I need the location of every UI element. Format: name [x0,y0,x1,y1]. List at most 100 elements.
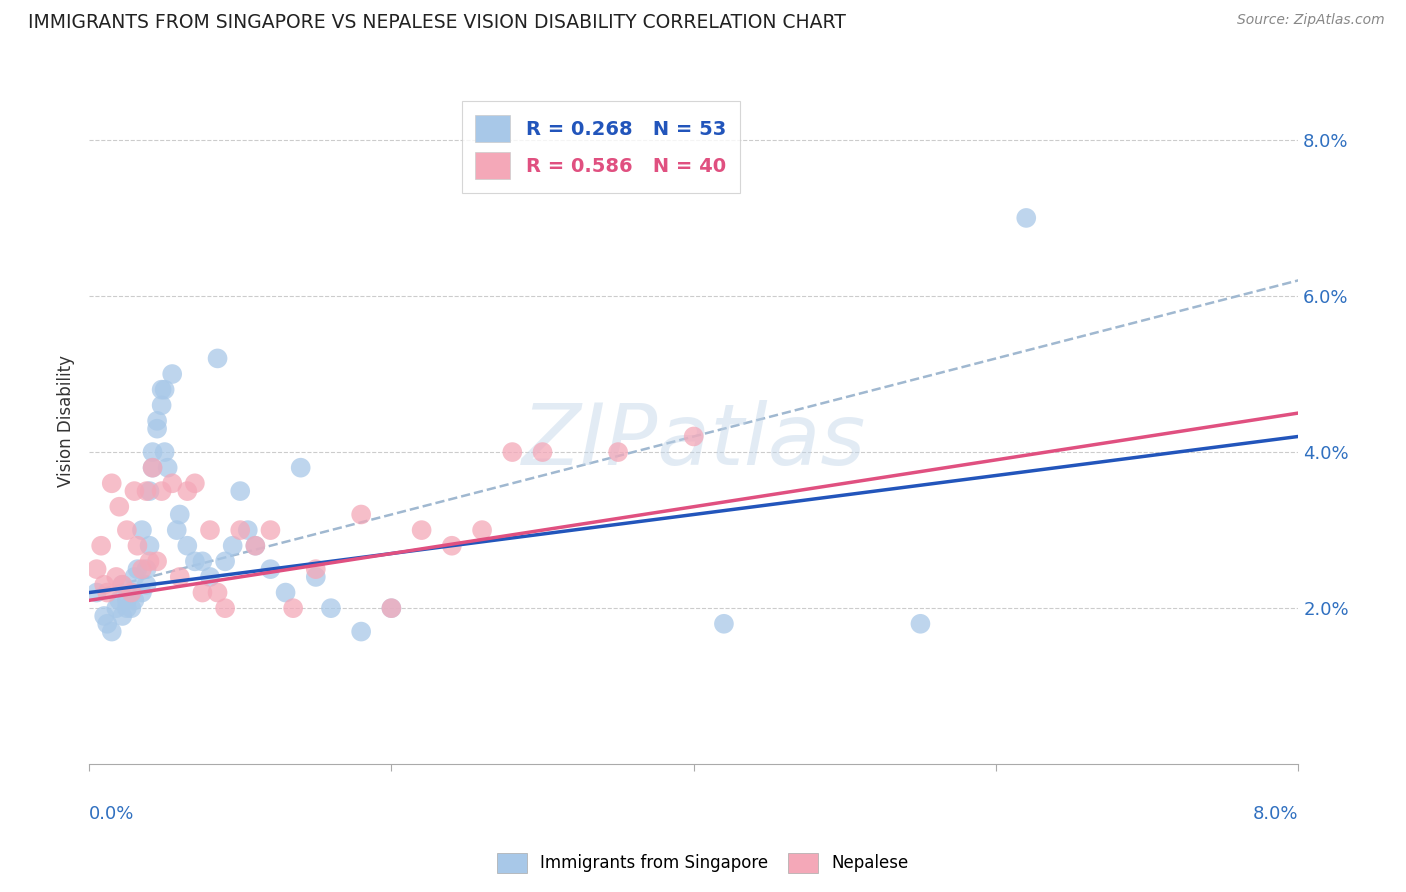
Y-axis label: Vision Disability: Vision Disability [58,355,75,487]
Point [124,593,146,607]
Point [207,351,229,366]
Point [108,500,131,514]
Point [176,539,198,553]
Point [156,460,179,475]
Point [350,624,373,639]
Point [259,523,281,537]
Point [124,484,146,499]
Point [531,445,554,459]
Point [501,445,523,459]
Point [120,601,142,615]
Point [131,523,153,537]
Point [100,624,122,639]
Point [138,484,160,499]
Point [198,570,221,584]
Point [169,570,191,584]
Point [135,562,157,576]
Point [411,523,433,537]
Point [120,585,142,599]
Point [120,585,142,599]
Point [142,445,165,459]
Point [100,476,122,491]
Text: 8.0%: 8.0% [1253,805,1298,823]
Point [127,539,149,553]
Point [115,601,138,615]
Point [290,460,312,475]
Point [138,539,160,553]
Point [96,585,118,599]
Text: Source: ZipAtlas.com: Source: ZipAtlas.com [1237,13,1385,28]
Point [142,460,165,475]
Point [166,523,188,537]
Point [111,578,134,592]
Point [86,585,108,599]
Point [93,609,115,624]
Point [150,383,173,397]
Point [319,601,342,615]
Point [274,585,297,599]
Point [281,601,304,615]
Point [607,445,630,459]
Point [142,460,165,475]
Point [245,539,267,553]
Point [146,422,169,436]
Point [184,476,207,491]
Point [111,578,134,592]
Point [910,616,932,631]
Point [236,523,259,537]
Point [86,562,108,576]
Point [105,601,128,615]
Point [191,585,214,599]
Point [146,554,169,568]
Point [131,562,153,576]
Point [90,539,112,553]
Point [229,523,252,537]
Point [214,601,236,615]
Point [207,585,229,599]
Point [93,578,115,592]
Text: ZIPatlas: ZIPatlas [522,400,866,483]
Point [350,508,373,522]
Point [135,484,157,499]
Point [96,616,118,631]
Point [245,539,267,553]
Point [169,508,191,522]
Point [184,554,207,568]
Point [380,601,402,615]
Point [108,593,131,607]
Point [115,593,138,607]
Point [1015,211,1038,225]
Point [150,398,173,412]
Point [153,445,176,459]
Point [305,562,328,576]
Point [135,578,157,592]
Point [111,609,134,624]
Point [198,523,221,537]
Point [138,554,160,568]
Point [150,484,173,499]
Point [160,476,183,491]
Text: 0.0%: 0.0% [89,805,135,823]
Point [115,523,138,537]
Point [221,539,243,553]
Point [305,570,328,584]
Point [127,562,149,576]
Point [440,539,463,553]
Point [229,484,252,499]
Point [146,414,169,428]
Point [191,554,214,568]
Legend: R = 0.268   N = 53, R = 0.586   N = 40: R = 0.268 N = 53, R = 0.586 N = 40 [461,101,740,193]
Point [131,585,153,599]
Point [682,429,704,443]
Point [380,601,402,615]
Text: IMMIGRANTS FROM SINGAPORE VS NEPALESE VISION DISABILITY CORRELATION CHART: IMMIGRANTS FROM SINGAPORE VS NEPALESE VI… [28,13,846,32]
Point [176,484,198,499]
Point [160,367,183,381]
Point [153,383,176,397]
Point [713,616,735,631]
Point [259,562,281,576]
Point [471,523,494,537]
Point [124,570,146,584]
Point [105,570,128,584]
Legend: Immigrants from Singapore, Nepalese: Immigrants from Singapore, Nepalese [491,847,915,880]
